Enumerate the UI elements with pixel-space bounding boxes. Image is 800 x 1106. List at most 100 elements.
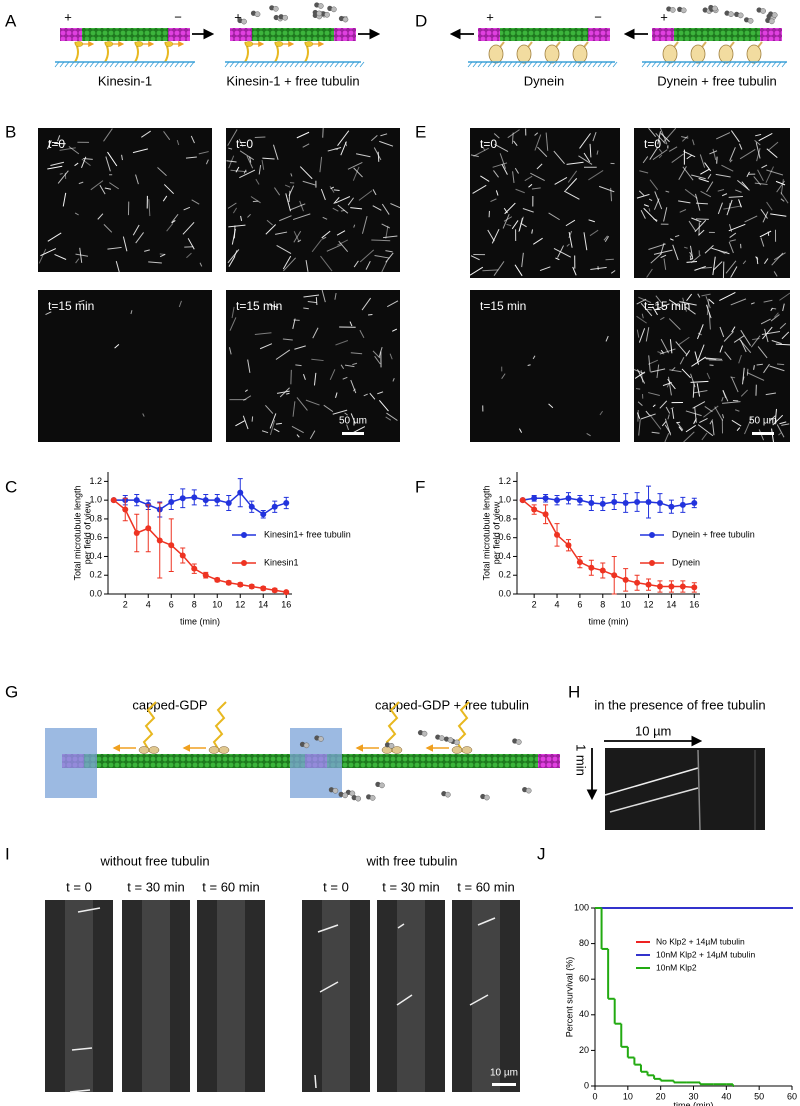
surface-hatch <box>587 61 593 68</box>
microtubule-filament <box>773 252 786 261</box>
label: A <box>5 11 17 30</box>
microtubule-filament <box>258 165 262 175</box>
surface-hatch <box>124 61 130 68</box>
microtubule-filament <box>311 239 323 253</box>
microtubule-filament <box>712 261 723 271</box>
microtubule-filament <box>235 420 245 427</box>
data-point <box>248 503 255 510</box>
scale-bar <box>342 432 364 435</box>
microtubule-filament <box>681 136 689 139</box>
free-tubulin <box>342 16 349 23</box>
microtubule-filament <box>501 164 508 175</box>
microtubule-filament <box>365 260 371 270</box>
microtubule-filament <box>709 150 718 155</box>
microtubule-filament <box>641 313 644 319</box>
microtubule-filament <box>762 211 769 223</box>
microtubule-filament <box>738 354 742 364</box>
data-point <box>156 537 163 544</box>
label: time (min) <box>180 616 220 626</box>
microtubule-filament <box>706 372 711 379</box>
microtubule-filament <box>378 399 389 412</box>
microtubule-filament <box>770 314 780 322</box>
kymo-band <box>322 900 350 1092</box>
microtubule-filament <box>648 243 666 250</box>
microtubule-filament <box>658 148 663 153</box>
label: 20 <box>656 1091 666 1101</box>
microtubule-filament <box>685 410 702 417</box>
label: 4 <box>555 599 560 609</box>
microtubule-filament <box>774 312 779 318</box>
microtubule-filament <box>284 184 291 188</box>
microtubule-filament <box>321 230 331 239</box>
microtubule-filament <box>648 198 653 202</box>
data-point <box>133 530 140 536</box>
microtubule-filament <box>104 187 112 190</box>
surface-hatch <box>522 61 528 68</box>
data-point <box>179 552 186 559</box>
surface-hatch <box>299 61 305 68</box>
data-point <box>656 583 663 590</box>
label: 60 <box>787 1091 797 1101</box>
surface-hatch <box>741 61 747 68</box>
microtubule-filament <box>769 415 776 422</box>
microtubule-filament <box>719 292 736 302</box>
microtubule-filament <box>363 393 368 397</box>
microtubule-filament <box>385 225 389 239</box>
microtubule-filament <box>699 417 708 424</box>
microtubule-filament <box>57 170 69 184</box>
microtubule-filament <box>637 401 643 407</box>
label: t = 30 min <box>127 879 184 894</box>
microtubule-filament <box>148 199 151 217</box>
microtubule-filament <box>757 346 768 359</box>
microtubule-filament <box>377 151 380 162</box>
microtubule-filament <box>771 428 774 443</box>
microtubule-filament <box>780 192 789 204</box>
surface-hatch <box>59 61 65 68</box>
microtubule-filament <box>534 134 542 151</box>
microtubule-filament <box>148 261 162 264</box>
microtubule-filament <box>198 151 209 155</box>
free-tubulin <box>444 791 451 798</box>
surface-hatch <box>134 61 140 68</box>
microtubule-filament <box>660 349 664 354</box>
label: 2 <box>532 599 537 609</box>
microtubule-filament <box>760 208 768 219</box>
microtubule-filament <box>589 229 599 237</box>
label: 50 µm <box>339 416 367 427</box>
microtubule-filament <box>693 418 697 425</box>
kymo-band <box>65 900 93 1092</box>
microtubule-filament <box>733 335 745 343</box>
microtubule-filament <box>684 306 696 315</box>
free-tubulin <box>712 5 718 12</box>
microtubule-filament <box>261 430 269 434</box>
microtubule-filament <box>636 298 647 305</box>
microtubule-filament <box>692 383 695 398</box>
microtubule-filament <box>350 379 357 394</box>
microtubule-filament <box>372 189 377 196</box>
microtubule-filament <box>57 135 61 142</box>
microtubule-filament <box>689 258 694 260</box>
free-tubulin <box>747 17 754 24</box>
label: 8 <box>600 599 605 609</box>
microtubule-filament <box>646 268 653 278</box>
label: 14 <box>258 599 268 609</box>
label: Percent survival (%) <box>564 957 574 1038</box>
kymo-band <box>217 900 245 1092</box>
microtubule-filament <box>518 428 523 433</box>
microtubule-filament <box>754 139 761 146</box>
microtubule-filament <box>285 193 292 212</box>
data-point <box>214 497 221 504</box>
microtubule-filament <box>229 317 237 331</box>
microtubule-filament <box>228 147 233 150</box>
microtubule-filament <box>634 371 646 379</box>
microtubule-filament <box>121 154 123 161</box>
surface-hatch <box>661 61 667 68</box>
microtubule <box>84 754 313 768</box>
microtubule-filament <box>272 144 279 160</box>
surface-hatch <box>319 61 325 68</box>
surface-hatch <box>557 61 563 68</box>
surface-hatch <box>776 61 782 68</box>
microtubule-filament <box>54 254 67 260</box>
microtubule-filament <box>317 924 339 933</box>
